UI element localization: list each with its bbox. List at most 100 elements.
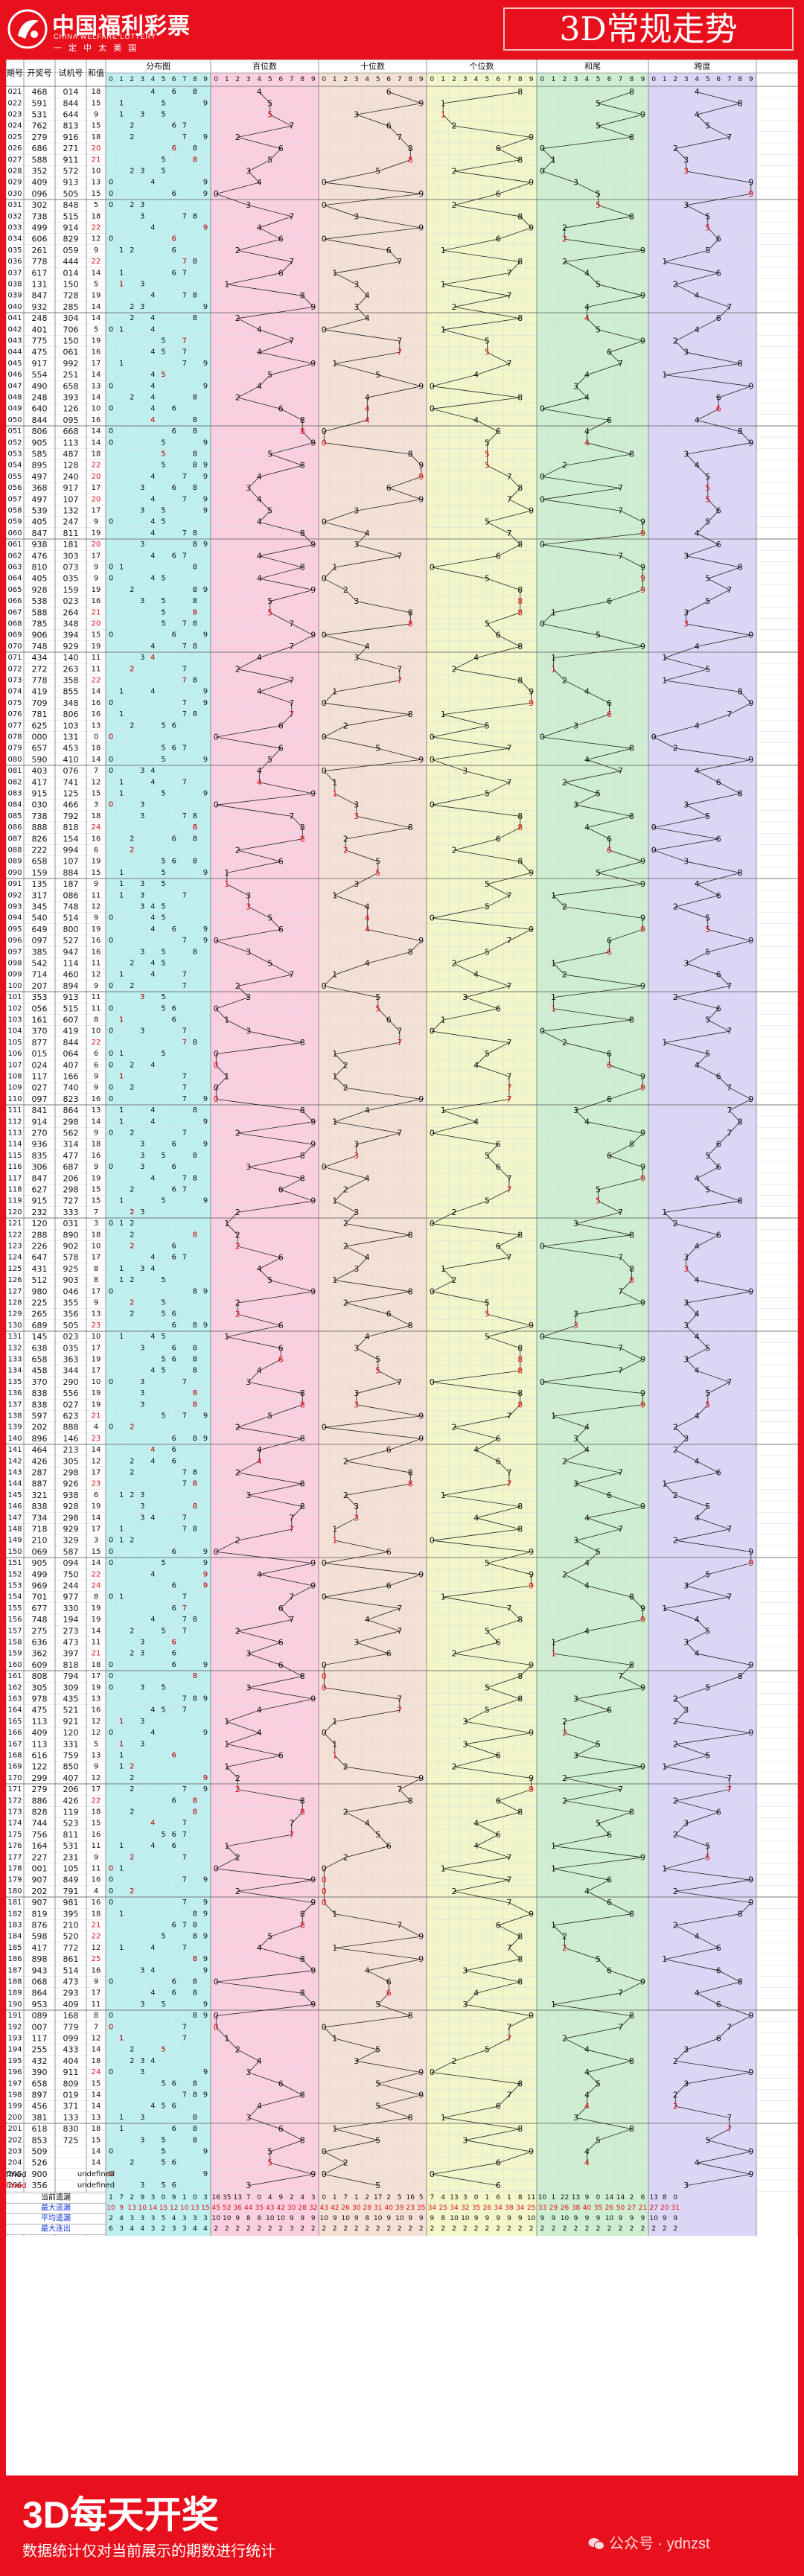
sum-cell: 17	[92, 1989, 101, 1998]
trial-cell: 531	[63, 1841, 79, 1851]
trend-point: 9	[748, 1728, 753, 1738]
trend-point: 5	[705, 121, 710, 131]
period-cell: 196	[7, 2068, 22, 2076]
trend-point: 0	[322, 2147, 327, 2157]
trend-point: 4	[365, 313, 370, 323]
digit-header-tens-5: 5	[376, 76, 380, 83]
trend-point: 2	[343, 2158, 348, 2168]
draw-cell: 905	[32, 438, 48, 447]
distribution-hit: 5	[161, 2000, 165, 2009]
trend-point: 8	[738, 427, 743, 436]
trend-point: 4	[365, 959, 370, 969]
trend-point: 3	[683, 1355, 689, 1365]
stat-value-avg: 9	[673, 2215, 677, 2222]
trend-point: 4	[365, 1819, 370, 1829]
stat-value-current: 14	[605, 2194, 614, 2202]
period-cell: 031	[7, 201, 22, 209]
distribution-hit: 6	[171, 246, 176, 255]
distribution-hit: 7	[182, 552, 187, 560]
trend-point: 2	[343, 846, 348, 855]
stat-value-current: 16	[406, 2194, 415, 2202]
trend-point: 0	[430, 1219, 435, 1228]
trend-point: 4	[695, 1513, 700, 1523]
draw-cell: 585	[32, 450, 48, 459]
stat-value-avg: 2	[109, 2215, 113, 2222]
stat-value-current: 13	[234, 2194, 242, 2202]
trial-cell: 894	[63, 981, 79, 991]
trend-point: 9	[418, 1412, 424, 1421]
stat-value-max: 12	[170, 2204, 178, 2212]
stat-value-streak: 4	[203, 2225, 208, 2233]
sum-cell: 15	[92, 1820, 101, 1828]
digit-header-distribution-9: 9	[203, 76, 208, 83]
distribution-hit: 4	[150, 1944, 155, 1952]
trend-point: 5	[485, 1196, 490, 1206]
trend-point: 8	[300, 1389, 305, 1398]
trend-point: 5	[375, 744, 380, 753]
trial-cell: 107	[63, 857, 79, 867]
trend-point: 9	[748, 1898, 753, 1907]
trial-cell: 844	[63, 1038, 79, 1048]
trend-point: 5	[705, 494, 710, 504]
distribution-hit: 0	[109, 914, 113, 922]
trend-point: 3	[246, 992, 251, 1002]
trend-point: 1	[551, 155, 556, 165]
trend-point: 5	[705, 1185, 710, 1195]
trend-point: 7	[397, 1038, 402, 1048]
trend-point: 6	[278, 1638, 284, 1648]
stat-value-current: 1	[354, 2194, 359, 2202]
trend-point: 6	[607, 936, 612, 946]
trend-point: 1	[332, 1536, 337, 1546]
trial-cell: 916	[63, 133, 79, 142]
draw-cell: 701	[32, 1593, 48, 1602]
header-span: 跨度	[695, 61, 711, 71]
trend-point: 8	[300, 563, 305, 573]
period-cell: 045	[7, 360, 22, 368]
trial-cell: 019	[63, 2091, 79, 2100]
trial-cell: 095	[63, 415, 79, 425]
digit-header-hundreds-6: 6	[278, 76, 283, 83]
period-cell: 161	[7, 1672, 22, 1680]
trend-point: 9	[310, 1196, 316, 1206]
trend-point: 7	[397, 348, 402, 357]
draw-cell: 279	[32, 1785, 48, 1794]
trend-point: 9	[310, 302, 316, 312]
distribution-hit: 2	[130, 835, 134, 843]
stat-value-streak: 2	[663, 2225, 667, 2233]
sum-cell: 8	[94, 1265, 98, 1273]
trend-point: 2	[673, 2056, 678, 2066]
trend-point: 8	[408, 1468, 413, 1478]
trend-point: 4	[473, 1819, 479, 1829]
draw-cell: 381	[32, 2113, 48, 2123]
trial-cell: 668	[63, 427, 79, 436]
trial-cell: 304	[63, 313, 79, 323]
stat-value-current: 4	[268, 2194, 272, 2202]
trend-point: 8	[629, 1230, 634, 1240]
distribution-hit: 8	[193, 462, 197, 470]
trend-point: 8	[629, 744, 634, 753]
trend-point: 2	[562, 223, 567, 233]
trend-point: 2	[452, 121, 457, 131]
trend-point: 7	[507, 744, 512, 753]
trend-point: 6	[607, 834, 612, 844]
draw-cell: 409	[32, 1728, 48, 1738]
trend-point: 0	[214, 2022, 219, 2032]
trend-point: 9	[640, 1604, 645, 1613]
trend-point: 2	[562, 257, 567, 267]
draw-cell: 540	[32, 914, 48, 923]
sum-cell: 12	[92, 1457, 101, 1465]
sum-cell: 11	[92, 1865, 101, 1873]
stat-value-current: 6	[641, 2194, 645, 2202]
trend-point: 6	[386, 1977, 392, 1987]
sum-cell: 17	[92, 360, 101, 368]
distribution-hit: 6	[171, 1752, 176, 1760]
trend-point: 3	[354, 879, 359, 889]
trend-point: 9	[418, 755, 424, 765]
period-cell: 118	[7, 1186, 22, 1194]
distribution-hit: 4	[150, 1446, 155, 1454]
distribution-hit: 4	[150, 314, 155, 322]
distribution-hit: 5	[161, 1627, 165, 1635]
draw-cell: 497	[32, 472, 48, 482]
distribution-hit: 5	[161, 2046, 165, 2054]
distribution-hit: 0	[109, 427, 113, 436]
